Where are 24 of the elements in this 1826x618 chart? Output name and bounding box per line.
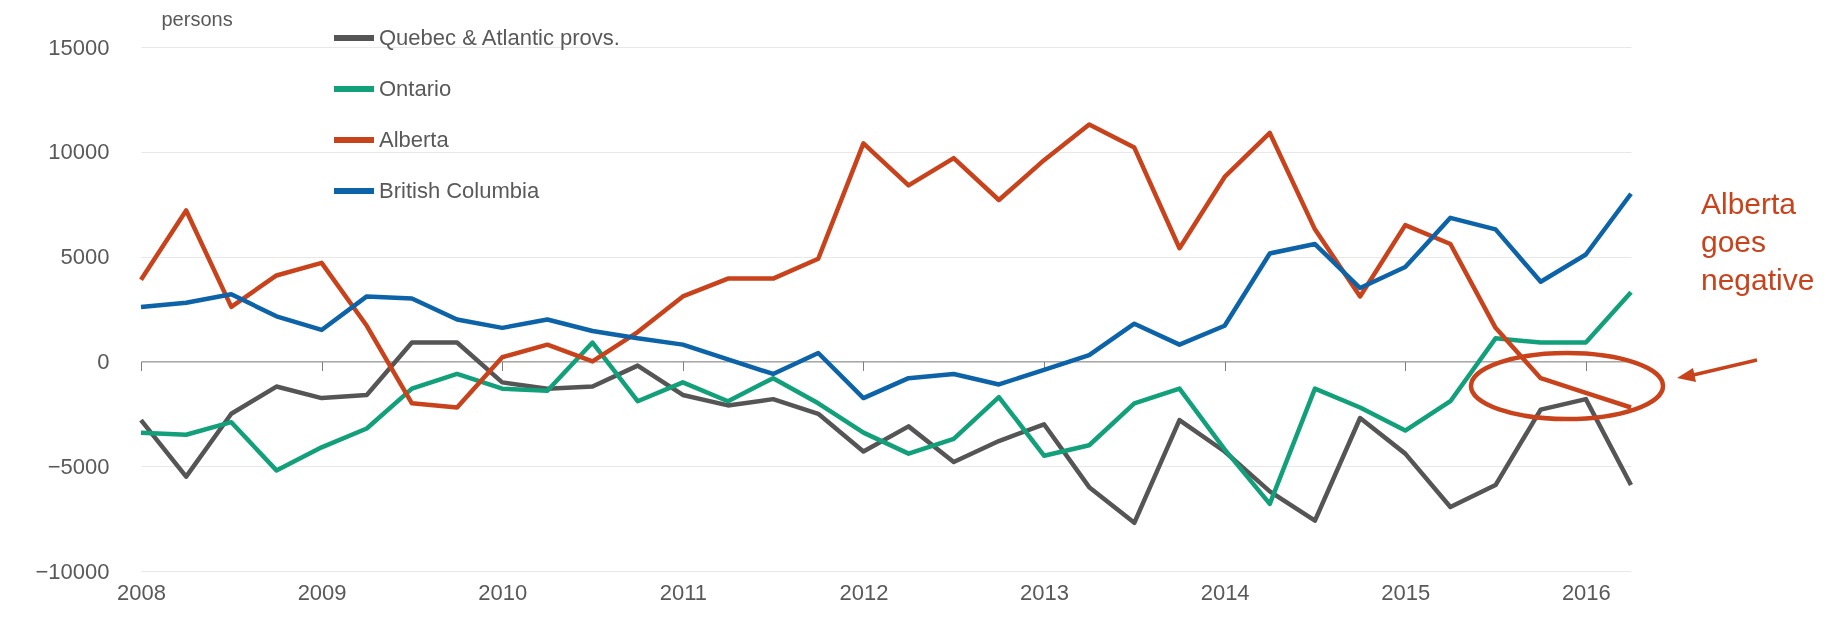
- x-tick-label: 2013: [1020, 579, 1070, 605]
- text: Alberta goes negative: [1701, 187, 1815, 296]
- y-tick-label: 15000: [48, 34, 110, 60]
- line-series: [138, 122, 1634, 410]
- legend-label: Quebec & Atlantic provs.: [379, 25, 620, 50]
- line-series: [138, 289, 1634, 507]
- x-tick-label: 2011: [659, 579, 707, 605]
- legend-label: Alberta: [379, 127, 450, 152]
- legend-label: Ontario: [379, 76, 452, 101]
- y-axis-title: persons: [161, 7, 233, 30]
- legend-label: British Columbia: [379, 178, 540, 203]
- x-tick-label: 2012: [839, 579, 889, 605]
- x-tick-label: 2010: [478, 579, 528, 605]
- x-tick-label: 2014: [1200, 579, 1250, 605]
- x-tick-label: 2008: [117, 579, 166, 605]
- y-tick-label: 10000: [48, 139, 110, 165]
- x-tick-label: 2009: [297, 579, 347, 605]
- line-series: [138, 340, 1634, 526]
- y-tick-label: −5000: [47, 453, 110, 479]
- y-tick-label: 0: [97, 348, 110, 374]
- y-tick-label: 5000: [60, 244, 110, 270]
- y-tick-label: −10000: [35, 558, 110, 584]
- x-tick-label: 2016: [1561, 579, 1611, 605]
- x-tick-label: 2015: [1381, 579, 1431, 605]
